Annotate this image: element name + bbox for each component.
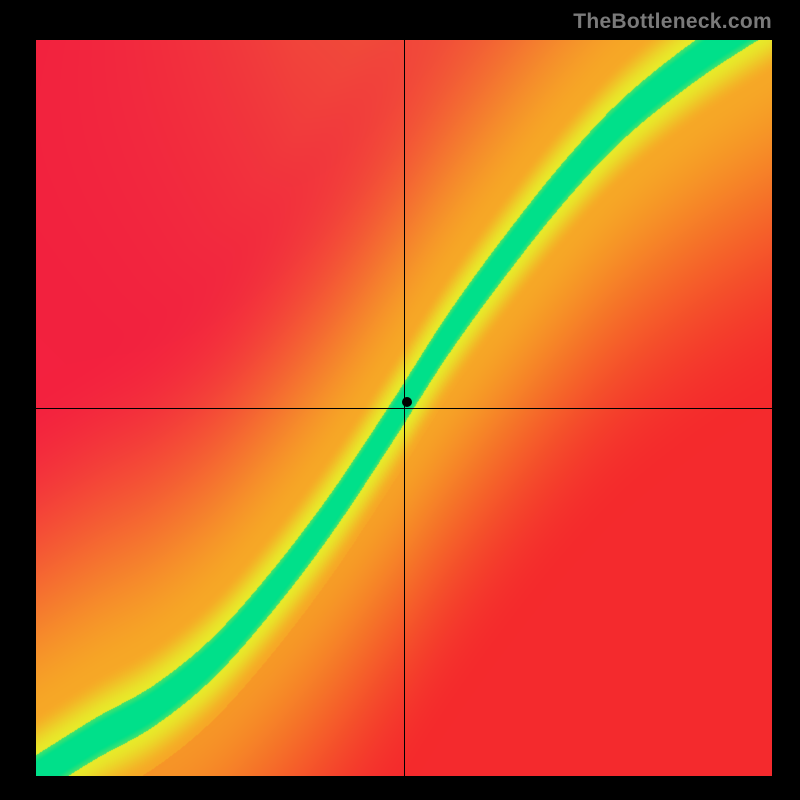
crosshair-vertical xyxy=(404,40,405,776)
watermark-text: TheBottleneck.com xyxy=(573,10,772,34)
heatmap-plot xyxy=(36,40,772,776)
crosshair-marker xyxy=(402,397,412,407)
